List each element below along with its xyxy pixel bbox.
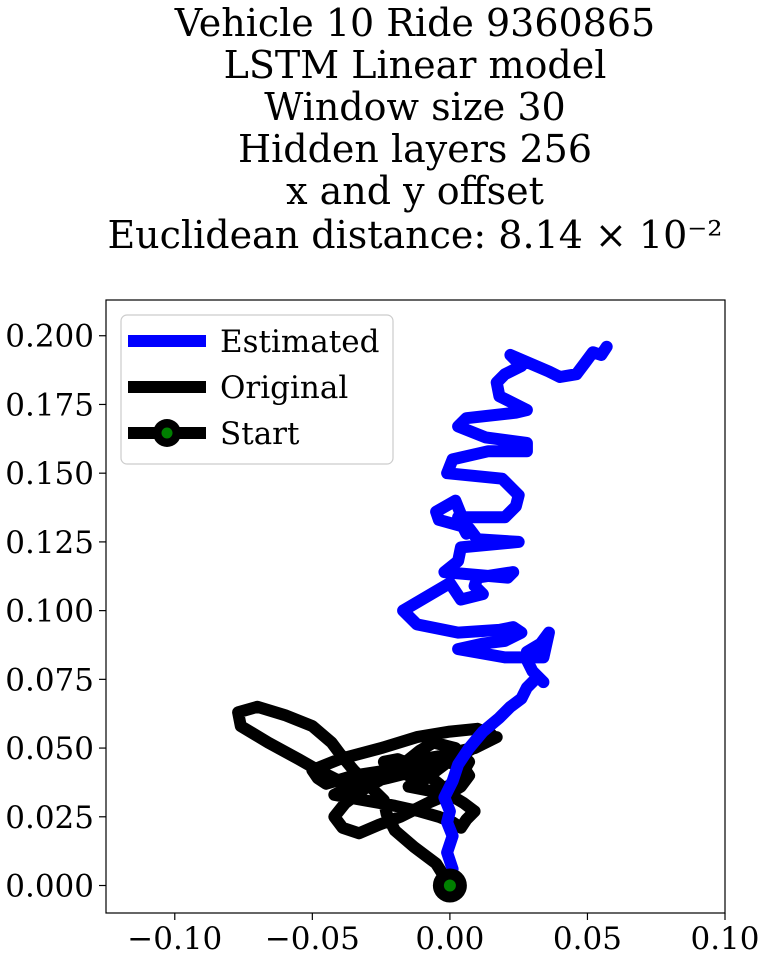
x-tick-label: 0.05	[553, 921, 622, 957]
x-tick-label: −0.05	[265, 921, 360, 957]
chart-title: Vehicle 10 Ride 9360865 LSTM Linear mode…	[107, 1, 722, 257]
series-layer	[232, 340, 613, 892]
title-line: LSTM Linear model	[224, 43, 607, 87]
axes-frame	[105, 299, 726, 914]
title-line: Vehicle 10 Ride 9360865	[174, 1, 655, 45]
legend: Estimated Original Start	[120, 314, 394, 465]
start-marker-face	[443, 879, 456, 892]
y-tick-label: 0.050	[5, 731, 94, 767]
y-tick-label: 0.200	[5, 319, 94, 355]
y-tick-label: 0.150	[5, 456, 94, 492]
legend-label-original: Original	[220, 370, 348, 406]
y-tick-label: 0.025	[5, 800, 94, 836]
series-line-estimated	[397, 340, 613, 892]
y-tick-label: 0.125	[5, 525, 94, 561]
title-line: Hidden layers 256	[238, 127, 592, 171]
title-line: Euclidean distance: 8.14 × 10⁻²	[107, 213, 722, 257]
start-layer	[432, 868, 467, 903]
x-tick-label: 0.00	[415, 921, 484, 957]
legend-label-start: Start	[220, 416, 300, 452]
plot-area	[232, 340, 613, 903]
y-tick-label: 0.100	[5, 594, 94, 630]
x-tick-label: −0.10	[127, 921, 222, 957]
title-line: x and y offset	[286, 169, 544, 213]
y-tick-label: 0.000	[5, 869, 94, 905]
legend-label-estimated: Estimated	[220, 324, 379, 360]
legend-box	[120, 314, 394, 465]
y-tick-label: 0.075	[5, 662, 94, 698]
series-line-original	[232, 700, 503, 892]
legend-marker-start-face	[161, 427, 173, 439]
y-tick-label: 0.175	[5, 387, 94, 423]
y-axis: 0.000 0.025 0.050 0.075 0.100 0.125 0.150 0.175…	[5, 319, 106, 905]
title-line: Window size 30	[264, 85, 565, 129]
x-axis: −0.10 −0.05 0.00 0.05 0.10	[127, 913, 760, 957]
x-tick-label: 0.10	[690, 921, 759, 957]
